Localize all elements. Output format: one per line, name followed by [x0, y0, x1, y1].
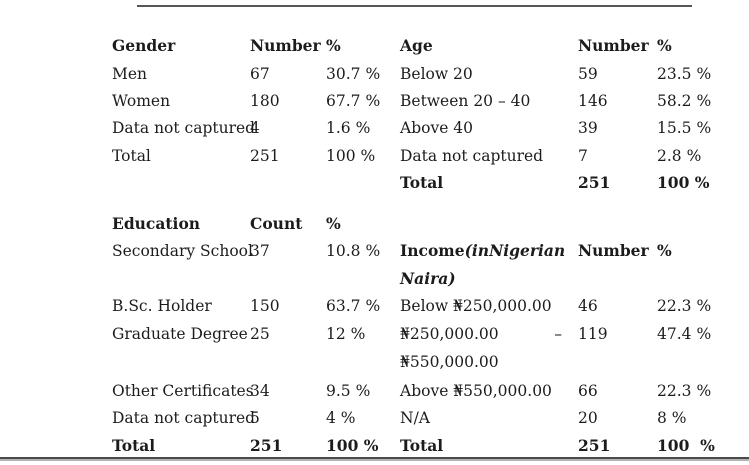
income-row-label: N/A [400, 409, 430, 427]
age-row-label: Below 20 [400, 65, 473, 83]
age-row-pct: 15.5 % [657, 119, 712, 137]
income-row-number: 20 [578, 409, 598, 427]
education-row-label: Secondary School [112, 242, 253, 260]
income-number-column-header: Number [578, 241, 649, 260]
income-title-word: Income [400, 241, 465, 260]
age-total-label: Total [400, 173, 444, 192]
education-total-number: 251 [250, 436, 283, 455]
income-row-pct: 22.3 % [657, 297, 712, 315]
education-row-number: 25 [250, 325, 270, 343]
education-count-column-header: Count [250, 214, 303, 233]
income-total-label: Total [400, 436, 444, 455]
age-total-pct: 100 % [657, 173, 710, 192]
gender-row-label: Women [112, 92, 171, 110]
education-row-pct: 9.5 % [326, 382, 371, 400]
income-title-word: Nigerian [489, 241, 566, 260]
age-total-number: 251 [578, 173, 611, 192]
education-section-title: Education [112, 214, 201, 233]
income-row-pct: 22.3 % [657, 382, 712, 400]
education-row-pct: 12 % [326, 325, 366, 343]
income-total-number: 251 [578, 436, 611, 455]
income-row-number: 119 [578, 325, 608, 343]
income-row-label-line2: ₦550,000.00 [400, 353, 499, 371]
income-section-title-line2: Naira) [400, 269, 456, 288]
education-row-number: 5 [250, 409, 260, 427]
education-row-label: Other Certificates [112, 382, 254, 400]
education-row-pct: 4 % [326, 409, 356, 427]
education-row-number: 34 [250, 382, 270, 400]
age-row-label: Between 20 – 40 [400, 92, 531, 110]
gender-row-pct: 30.7 % [326, 65, 381, 83]
age-row-number: 39 [578, 119, 598, 137]
age-row-pct: 23.5 % [657, 65, 712, 83]
education-row-label: Graduate Degree [112, 325, 248, 343]
gender-number-column-header: Number [250, 36, 321, 55]
age-row-pct: 2.8 % [657, 147, 702, 165]
income-title-word: (in [464, 241, 490, 260]
gender-row-number: 180 [250, 92, 280, 110]
gender-row-pct: 67.7 % [326, 92, 381, 110]
education-row-label: Data not captured [112, 409, 256, 427]
age-row-label: Above 40 [400, 119, 474, 137]
income-row-label: Below ₦250,000.00 [400, 297, 552, 315]
gender-total-number: 251 [250, 147, 280, 165]
income-row-number: 66 [578, 382, 598, 400]
income-range-dash: – [554, 325, 562, 343]
gender-row-number: 4 [250, 119, 260, 137]
gender-total-label: Total [112, 147, 151, 165]
income-row-pct: 47.4 % [657, 325, 712, 343]
age-row-number: 7 [578, 147, 588, 165]
table-top-rule [137, 5, 692, 7]
age-number-column-header: Number [578, 36, 649, 55]
age-row-label: Data not captured [400, 147, 544, 165]
income-section-title: Income (in Nigerian [400, 241, 566, 261]
table-bottom-rule [0, 457, 749, 461]
income-row-label: Above ₦550,000.00 [400, 382, 552, 400]
education-total-pct: 100 % [326, 436, 379, 455]
income-range-start: ₦250,000.00 [400, 325, 499, 343]
gender-row-pct: 1.6 % [326, 119, 371, 137]
income-row-label-line1: ₦250,000.00 – [400, 324, 562, 344]
education-pct-column-header: % [326, 214, 341, 233]
income-row-pct: 8 % [657, 409, 687, 427]
age-row-number: 59 [578, 65, 598, 83]
gender-section-title: Gender [112, 36, 176, 55]
income-total-pct: 100 % [657, 436, 715, 455]
education-row-label: B.Sc. Holder [112, 297, 212, 315]
income-pct-column-header: % [657, 241, 672, 260]
gender-pct-column-header: % [326, 36, 341, 55]
gender-row-number: 67 [250, 65, 270, 83]
gender-row-label: Men [112, 65, 148, 83]
gender-row-label: Data not captured [112, 119, 256, 137]
gender-total-pct: 100 % [326, 147, 376, 165]
education-row-pct: 10.8 % [326, 242, 381, 260]
age-row-pct: 58.2 % [657, 92, 712, 110]
income-row-number: 46 [578, 297, 598, 315]
education-row-number: 150 [250, 297, 280, 315]
education-row-number: 37 [250, 242, 270, 260]
age-row-number: 146 [578, 92, 608, 110]
education-row-pct: 63.7 % [326, 297, 381, 315]
education-total-label: Total [112, 436, 156, 455]
age-pct-column-header: % [657, 36, 672, 55]
age-section-title: Age [400, 36, 433, 55]
